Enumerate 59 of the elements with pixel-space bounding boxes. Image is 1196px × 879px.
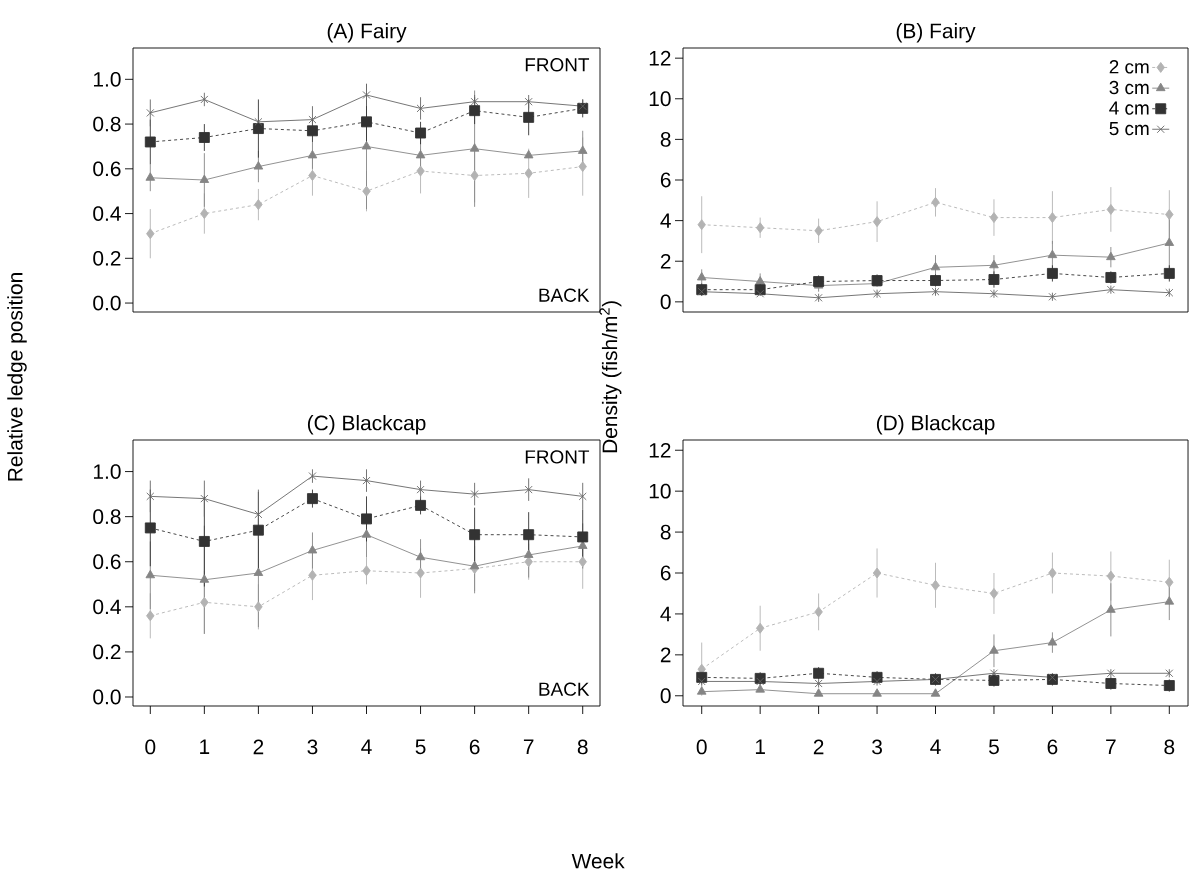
x-tick-label: 5 (988, 739, 999, 755)
x-axis-title: Week (571, 853, 625, 869)
chart-title: (C) Blackcap (307, 415, 426, 435)
chart-title: (D) Blackcap (876, 415, 995, 435)
y-tick-label: 12 (649, 50, 671, 66)
y-tick-label: 1.0 (93, 71, 121, 87)
x-tick-label: 1 (200, 739, 210, 754)
y-tick-label: 1.0 (93, 464, 121, 479)
y-tick-label: 0.6 (93, 161, 121, 177)
y-tick-label: 0.6 (93, 554, 121, 570)
x-tick-label: 6 (469, 739, 480, 755)
legend-label: 5 cm (1109, 122, 1149, 136)
x-tick-label: 5 (415, 739, 426, 755)
x-tick-label: 7 (1106, 739, 1116, 754)
y-tick-label: 0.2 (93, 250, 121, 266)
y-tick-label: 0.2 (93, 644, 121, 660)
y-tick-label: 0.4 (93, 206, 121, 221)
chart-title: (B) Fairy (896, 23, 976, 43)
y-tick-label: 0.0 (93, 689, 121, 705)
annotation: FRONT (525, 58, 590, 72)
y-axis-title: Relative ledge position (7, 273, 27, 481)
y-tick-label: 4 (660, 213, 671, 228)
y-tick-label: 6 (660, 172, 671, 188)
legend-label: 2 cm (1109, 60, 1149, 74)
x-tick-label: 8 (577, 739, 588, 755)
x-tick-label: 2 (813, 739, 824, 755)
x-tick-label: 4 (361, 739, 372, 754)
x-tick-label: 4 (930, 739, 941, 754)
y-tick-label: 10 (649, 483, 671, 499)
x-tick-label: 2 (253, 739, 264, 755)
y-tick-label: 2 (660, 253, 671, 269)
y-tick-label: 0.8 (93, 116, 121, 132)
y-tick-label: 0 (660, 294, 671, 310)
y-tick-label: 0 (660, 688, 671, 704)
y-tick-label: 2 (660, 647, 671, 663)
y-tick-label: 10 (649, 91, 671, 107)
y-tick-label: 0.0 (93, 295, 121, 311)
y-axis-title: Density (fish/m$^{2}$) (599, 301, 622, 453)
annotation: BACK (539, 682, 590, 696)
x-tick-label: 0 (145, 739, 156, 755)
x-tick-label: 3 (872, 739, 882, 755)
legend-label: 3 cm (1109, 80, 1149, 95)
x-tick-label: 1 (755, 739, 765, 754)
y-tick-label: 6 (660, 565, 671, 581)
y-tick-label: 0.4 (93, 599, 121, 615)
y-tick-label: 12 (649, 442, 671, 458)
y-tick-label: 8 (660, 131, 671, 147)
x-tick-label: 6 (1047, 739, 1058, 755)
y-tick-label: 4 (660, 606, 671, 622)
legend-label: 4 cm (1109, 101, 1149, 115)
x-tick-label: 7 (523, 739, 534, 754)
x-tick-label: 0 (696, 739, 707, 755)
y-tick-label: 8 (660, 524, 671, 540)
annotation: FRONT (525, 450, 590, 464)
x-tick-label: 8 (1164, 739, 1175, 755)
chart-title: (A) Fairy (327, 23, 407, 43)
y-tick-label: 0.8 (93, 509, 121, 525)
x-tick-label: 3 (307, 739, 318, 755)
annotation: BACK (539, 288, 590, 302)
